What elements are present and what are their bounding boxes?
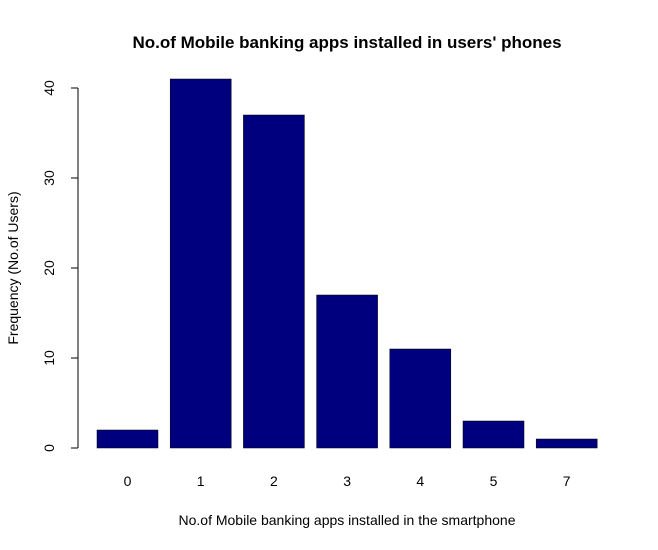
bar-3 xyxy=(316,294,378,449)
y-axis: 0 10 20 30 40 xyxy=(41,80,79,452)
bars-group xyxy=(96,78,598,449)
chart-title: No.of Mobile banking apps installed in u… xyxy=(132,33,561,52)
y-tick-label: 20 xyxy=(41,260,57,276)
x-tick-label: 5 xyxy=(490,473,498,489)
x-tick-label: 4 xyxy=(416,473,424,489)
bar-4 xyxy=(389,348,452,449)
bar-1 xyxy=(169,78,232,449)
x-tick-label: 1 xyxy=(197,473,205,489)
y-tick-label: 0 xyxy=(41,444,57,452)
y-tick-label: 10 xyxy=(41,350,57,366)
bar-0 xyxy=(96,429,159,449)
y-axis-label: Frequency (No.of Users) xyxy=(5,191,21,344)
x-axis-labels: 0 1 2 3 4 5 7 xyxy=(124,473,571,489)
x-tick-label: 2 xyxy=(270,473,278,489)
y-tick-label: 30 xyxy=(41,170,57,186)
x-tick-label: 3 xyxy=(343,473,351,489)
x-axis-label: No.of Mobile banking apps installed in t… xyxy=(179,512,516,528)
y-tick-label: 40 xyxy=(41,80,57,96)
bar-7 xyxy=(535,438,598,449)
x-tick-label: 0 xyxy=(124,473,132,489)
x-tick-label: 7 xyxy=(563,473,571,489)
bar-2 xyxy=(243,114,305,449)
bar-5 xyxy=(462,420,525,449)
